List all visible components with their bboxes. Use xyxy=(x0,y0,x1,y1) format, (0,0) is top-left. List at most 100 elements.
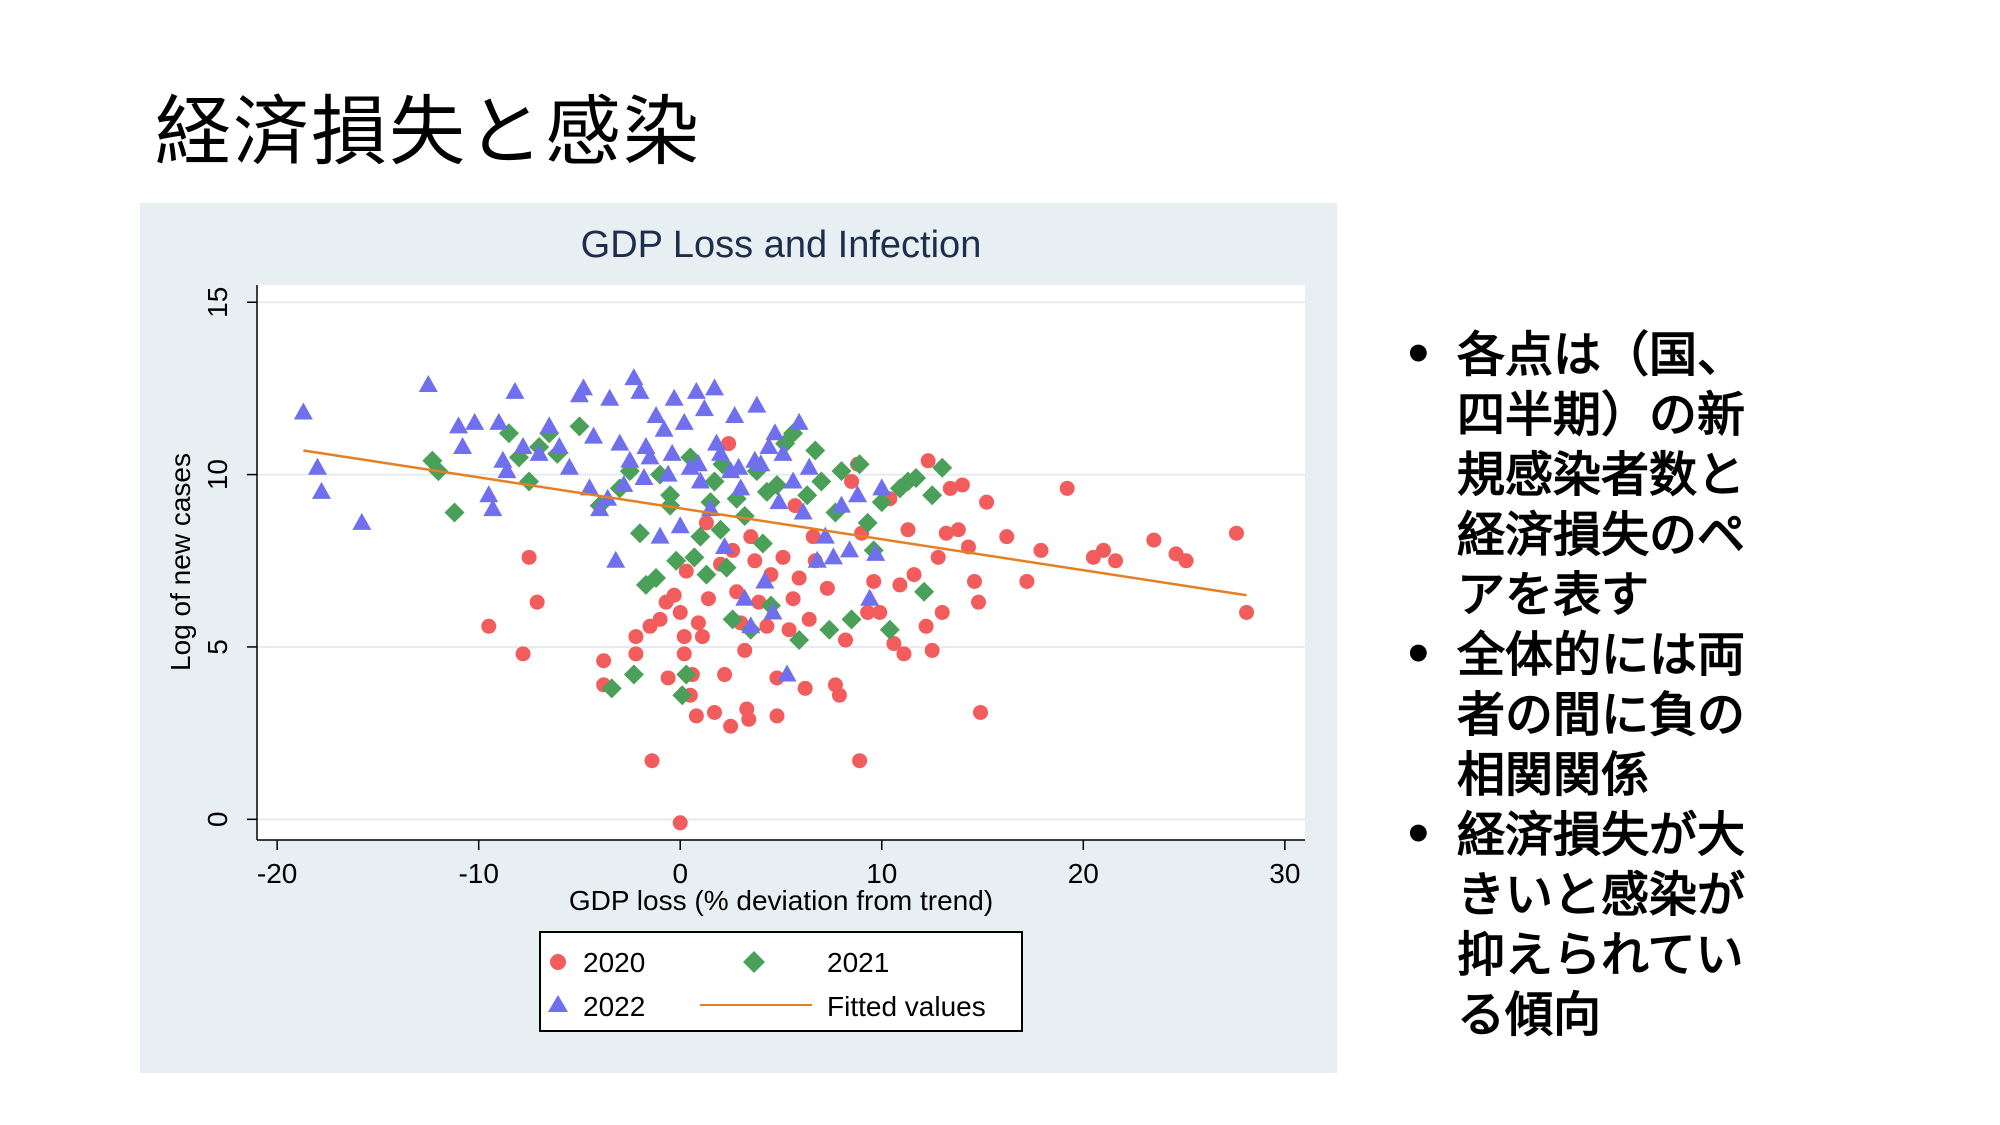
point-2021 xyxy=(857,512,878,533)
point-2020 xyxy=(1178,553,1194,569)
point-2022 xyxy=(614,474,634,492)
point-2022 xyxy=(823,547,843,565)
point-2020 xyxy=(672,604,688,620)
point-2020 xyxy=(831,687,847,703)
point-2021 xyxy=(734,505,755,526)
point-2022 xyxy=(831,495,851,513)
point-2022 xyxy=(848,485,868,503)
point-2022 xyxy=(539,416,559,434)
point-2022 xyxy=(686,381,706,399)
point-2022 xyxy=(711,443,731,461)
point-2020 xyxy=(1095,542,1111,558)
x-tick-label: 10 xyxy=(866,858,897,889)
point-2022 xyxy=(606,550,626,568)
point-2021 xyxy=(805,440,826,461)
legend-marker-2022 xyxy=(548,995,568,1012)
point-2021 xyxy=(722,609,743,630)
point-2021 xyxy=(623,664,644,685)
point-2022 xyxy=(759,437,779,455)
y-tick-label: 0 xyxy=(202,812,233,828)
point-2020 xyxy=(698,515,714,531)
point-2020 xyxy=(1019,573,1035,589)
point-2020 xyxy=(676,629,692,645)
point-2020 xyxy=(644,753,660,769)
chart-title: GDP Loss and Infection xyxy=(581,224,982,266)
point-2020 xyxy=(971,594,987,610)
point-2022 xyxy=(590,499,610,517)
point-2022 xyxy=(489,412,509,430)
point-2021 xyxy=(646,568,667,589)
point-2020 xyxy=(737,642,753,658)
point-2020 xyxy=(930,549,946,565)
point-2021 xyxy=(849,454,870,475)
point-2020 xyxy=(660,670,676,686)
point-2022 xyxy=(690,471,710,489)
point-2021 xyxy=(696,564,717,585)
bullet-item: • 経済損失が大きいと感染が抑えられている傾向 xyxy=(1395,805,1975,1045)
point-2022 xyxy=(453,437,473,455)
point-2020 xyxy=(966,573,982,589)
point-2021 xyxy=(444,502,465,523)
bullet-item: • 各点は（国、四半期）の新規感染者数と経済損失のペアを表す xyxy=(1395,325,1975,625)
point-2020 xyxy=(819,580,835,596)
point-2020 xyxy=(628,629,644,645)
point-2021 xyxy=(760,595,781,616)
point-2020 xyxy=(666,587,682,603)
point-2020 xyxy=(1228,525,1244,541)
slide-title: 経済損失と感染 xyxy=(155,87,701,176)
chart-panel: GDP Loss and Infection -20 -10 0 10 20 30 0 5 10… xyxy=(140,203,1337,1073)
point-2020 xyxy=(1033,542,1049,558)
point-2020 xyxy=(797,680,813,696)
point-2022 xyxy=(731,478,751,496)
legend-marker-2021 xyxy=(743,951,765,973)
point-2022 xyxy=(529,443,549,461)
point-2020 xyxy=(529,594,545,610)
point-2021 xyxy=(710,519,731,540)
point-2021 xyxy=(629,523,650,544)
point-2022 xyxy=(735,588,755,606)
point-2022 xyxy=(704,378,724,396)
point-2020 xyxy=(973,704,989,720)
point-2020 xyxy=(775,549,791,565)
point-2020 xyxy=(700,591,716,607)
point-2020 xyxy=(721,436,737,452)
point-2020 xyxy=(872,604,888,620)
point-2022 xyxy=(620,450,640,468)
point-2020 xyxy=(805,529,821,545)
point-2022 xyxy=(763,602,783,620)
y-tick-label: 5 xyxy=(202,639,233,655)
point-2021 xyxy=(704,471,725,492)
point-2020 xyxy=(743,529,759,545)
point-2021 xyxy=(841,609,862,630)
point-2022 xyxy=(765,423,785,441)
point-2022 xyxy=(640,447,660,465)
point-2021 xyxy=(914,581,935,602)
point-2020 xyxy=(769,670,785,686)
point-2020 xyxy=(678,563,694,579)
point-2021 xyxy=(498,423,519,444)
point-2021 xyxy=(819,619,840,640)
point-2022 xyxy=(600,388,620,406)
point-2020 xyxy=(717,667,733,683)
bullet-dot-icon: • xyxy=(1403,327,1434,383)
point-2021 xyxy=(756,481,777,502)
x-tick-label: 30 xyxy=(1269,858,1300,889)
legend-box xyxy=(539,931,1023,1032)
y-tick-label: 10 xyxy=(202,459,233,490)
point-2021 xyxy=(789,630,810,651)
point-2022 xyxy=(866,543,886,561)
point-2020 xyxy=(781,622,797,638)
point-2020 xyxy=(723,718,739,734)
x-axis-label: GDP loss (% deviation from trend) xyxy=(569,885,993,916)
point-2022 xyxy=(418,374,438,392)
point-2021 xyxy=(922,485,943,506)
point-2021 xyxy=(660,485,681,506)
point-2021 xyxy=(684,547,705,568)
point-2021 xyxy=(932,457,953,478)
fitted-line xyxy=(303,449,1247,597)
point-2020 xyxy=(596,653,612,669)
legend: 2020 2021 2022 Fitted values xyxy=(539,931,1023,1032)
point-2021 xyxy=(690,526,711,547)
point-2020 xyxy=(729,584,745,600)
